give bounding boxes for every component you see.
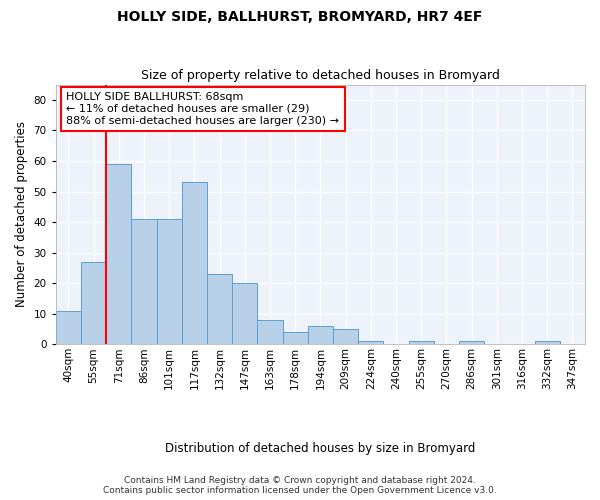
Bar — [409, 342, 434, 344]
Bar — [358, 342, 383, 344]
Text: HOLLY SIDE, BALLHURST, BROMYARD, HR7 4EF: HOLLY SIDE, BALLHURST, BROMYARD, HR7 4EF — [118, 10, 482, 24]
Text: Contains HM Land Registry data © Crown copyright and database right 2024.
Contai: Contains HM Land Registry data © Crown c… — [103, 476, 497, 495]
X-axis label: Distribution of detached houses by size in Bromyard: Distribution of detached houses by size … — [165, 442, 476, 455]
Bar — [106, 164, 131, 344]
Bar — [257, 320, 283, 344]
Bar — [535, 342, 560, 344]
Bar — [182, 182, 207, 344]
Bar — [157, 219, 182, 344]
Bar — [207, 274, 232, 344]
Title: Size of property relative to detached houses in Bromyard: Size of property relative to detached ho… — [141, 69, 500, 82]
Bar — [459, 342, 484, 344]
Bar — [81, 262, 106, 344]
Bar — [333, 329, 358, 344]
Bar — [131, 219, 157, 344]
Bar — [308, 326, 333, 344]
Bar — [232, 283, 257, 344]
Bar — [283, 332, 308, 344]
Y-axis label: Number of detached properties: Number of detached properties — [15, 122, 28, 308]
Text: HOLLY SIDE BALLHURST: 68sqm
← 11% of detached houses are smaller (29)
88% of sem: HOLLY SIDE BALLHURST: 68sqm ← 11% of det… — [66, 92, 339, 126]
Bar — [56, 310, 81, 344]
